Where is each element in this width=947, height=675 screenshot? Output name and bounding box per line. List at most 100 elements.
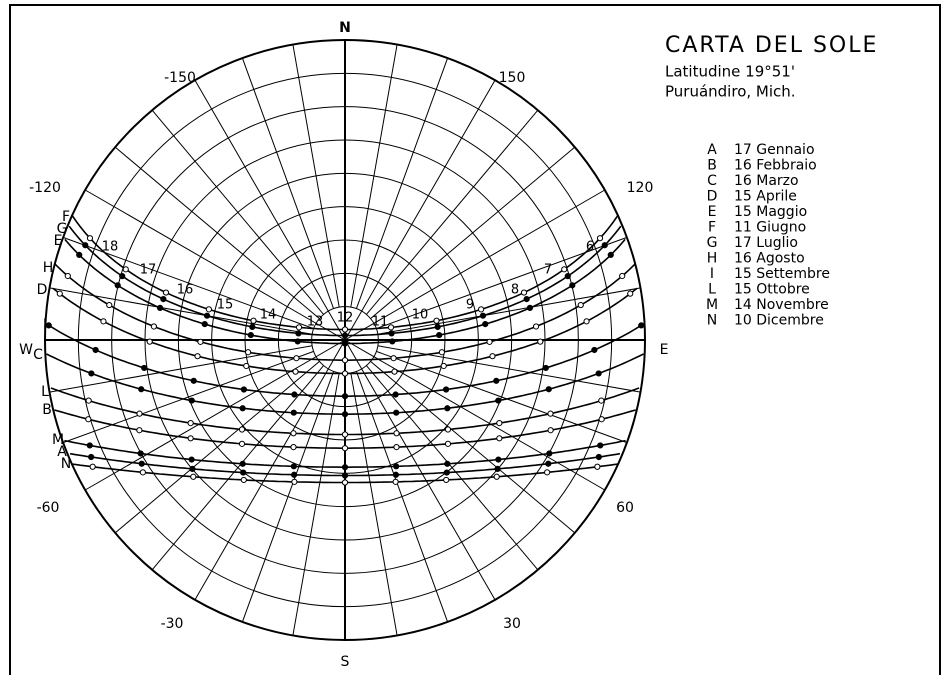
legend-date: 14 Novembre bbox=[734, 297, 829, 313]
azimuth-line bbox=[376, 350, 628, 444]
hour-dot bbox=[489, 353, 496, 360]
hour-dot bbox=[294, 338, 301, 345]
legend-letter: A bbox=[707, 142, 717, 158]
azimuth-line bbox=[84, 189, 346, 341]
curve-label: C bbox=[33, 347, 43, 363]
hour-dot bbox=[495, 456, 502, 463]
legend-date: 16 Febbraio bbox=[734, 158, 817, 174]
legend-date: 10 Dicembre bbox=[734, 313, 824, 329]
hour-dot bbox=[45, 322, 52, 329]
hour-dot bbox=[295, 330, 302, 337]
hour-label: 7 bbox=[544, 263, 552, 278]
hour-dot bbox=[493, 377, 500, 384]
hour-label: 14 bbox=[260, 308, 277, 323]
hour-dot bbox=[434, 323, 441, 330]
hour-dot bbox=[444, 426, 452, 433]
hour-dot bbox=[638, 322, 645, 329]
hour-dot bbox=[392, 391, 399, 398]
hour-dot bbox=[583, 318, 590, 325]
hour-dot bbox=[607, 251, 614, 259]
hour-dot bbox=[443, 476, 450, 484]
hour-dot bbox=[138, 386, 145, 393]
hour-dot bbox=[438, 349, 446, 356]
hour-dot bbox=[146, 338, 153, 345]
hour-dot bbox=[290, 409, 297, 416]
hour-dot bbox=[544, 469, 551, 476]
hour-label: 17 bbox=[140, 263, 157, 278]
azimuth-line bbox=[49, 345, 313, 393]
hour-dot bbox=[203, 312, 211, 319]
hour-dot bbox=[247, 331, 254, 339]
legend-date: 15 Settembre bbox=[734, 266, 830, 282]
hour-dot bbox=[240, 386, 247, 393]
hour-dot bbox=[619, 272, 626, 280]
curve-label: F bbox=[62, 209, 70, 225]
hour-dot bbox=[293, 355, 300, 362]
azimuth-line bbox=[355, 371, 449, 623]
hour-dot bbox=[122, 266, 129, 273]
azimuth-label: -60 bbox=[37, 500, 60, 516]
legend-letter: L bbox=[708, 282, 716, 298]
legend-letter: D bbox=[707, 189, 718, 205]
hour-label: 13 bbox=[307, 315, 324, 330]
hour-dot bbox=[205, 306, 213, 313]
legend-date: 11 Giugno bbox=[734, 220, 806, 236]
hour-dot bbox=[389, 338, 396, 345]
hour-dot bbox=[290, 471, 298, 478]
hour-dot bbox=[591, 346, 598, 354]
hour-label: 6 bbox=[586, 240, 594, 255]
azimuth-line bbox=[370, 146, 576, 319]
hour-dot bbox=[486, 338, 493, 345]
hour-dot bbox=[341, 464, 349, 471]
hour-dot bbox=[240, 469, 247, 476]
hour-dot bbox=[138, 460, 145, 467]
azimuth-line bbox=[350, 372, 398, 636]
hour-label: 9 bbox=[466, 298, 474, 313]
hour-dot bbox=[537, 338, 544, 345]
hour-dot bbox=[341, 445, 349, 452]
hour-dot bbox=[162, 289, 170, 296]
azimuth-line bbox=[344, 79, 496, 341]
curve-label: A bbox=[57, 444, 67, 460]
curve-label: B bbox=[42, 402, 52, 418]
hour-dot bbox=[545, 386, 552, 393]
legend-date: 15 Maggio bbox=[734, 204, 807, 220]
hour-dot bbox=[290, 430, 297, 437]
hour-dot bbox=[444, 440, 452, 447]
hour-dot bbox=[341, 411, 349, 418]
legend-date: 17 Luglio bbox=[734, 235, 798, 251]
hour-dot bbox=[444, 405, 451, 412]
hour-dot bbox=[341, 472, 349, 479]
hour-dot bbox=[595, 453, 602, 461]
hour-dot bbox=[292, 368, 299, 375]
hour-label: 8 bbox=[511, 283, 519, 298]
hour-dot bbox=[532, 323, 540, 330]
azimuth-line bbox=[194, 79, 346, 341]
hour-dot bbox=[92, 346, 99, 354]
frame bbox=[9, 4, 941, 675]
hour-dot bbox=[388, 330, 395, 337]
hour-dot bbox=[76, 251, 83, 259]
legend-date: 17 Gennaio bbox=[734, 142, 815, 158]
legend-letter: B bbox=[707, 158, 717, 174]
hour-dot bbox=[137, 450, 144, 457]
hour-dot bbox=[295, 324, 303, 331]
legend-letter: E bbox=[708, 204, 717, 220]
hour-dot bbox=[100, 318, 107, 325]
location: Puruándiro, Mich. bbox=[665, 83, 796, 101]
hour-dot bbox=[477, 306, 485, 313]
azimuth-line bbox=[241, 371, 335, 623]
azimuth-line bbox=[344, 339, 606, 491]
legend-letter: G bbox=[707, 235, 718, 251]
hour-dot bbox=[239, 460, 246, 467]
hour-dot bbox=[526, 304, 534, 311]
hour-dot bbox=[341, 357, 349, 364]
hour-dot bbox=[139, 469, 146, 476]
azimuth-line bbox=[355, 57, 449, 309]
hour-dot bbox=[496, 419, 503, 427]
hour-label: 12 bbox=[337, 311, 354, 326]
hour-dot bbox=[136, 410, 143, 417]
hour-dot bbox=[82, 242, 89, 249]
hour-dot bbox=[595, 370, 602, 377]
hour-dot bbox=[601, 242, 608, 249]
